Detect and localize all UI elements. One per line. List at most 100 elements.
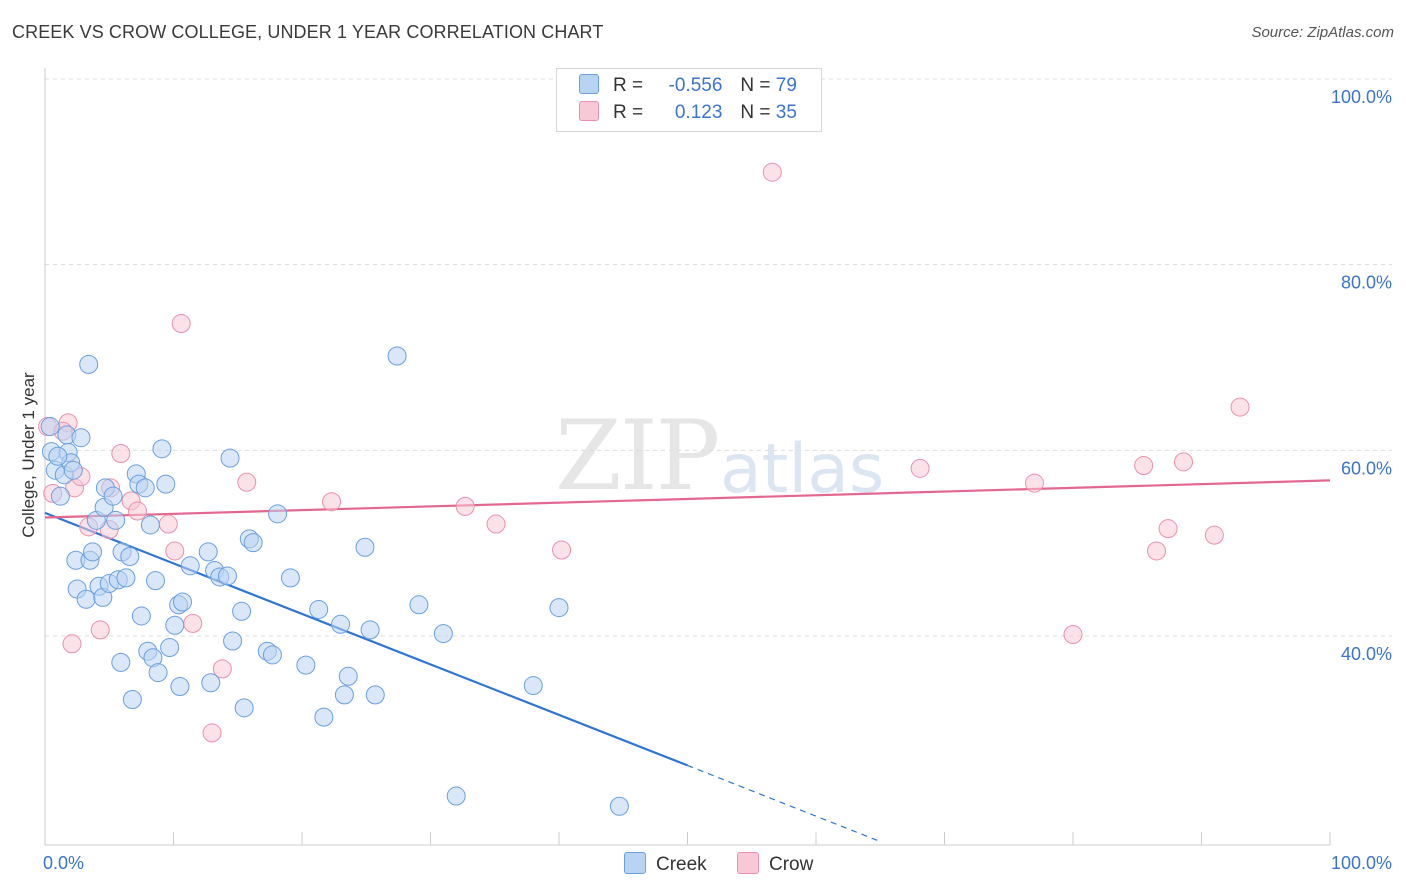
y-tick-label: 100.0%: [1331, 87, 1392, 107]
creek-point: [160, 638, 180, 658]
y-tick-label: 80.0%: [1341, 273, 1392, 293]
creek-point: [122, 689, 142, 709]
crow-point: [552, 540, 572, 560]
creek-point: [48, 446, 68, 466]
crow-point: [1024, 473, 1044, 493]
watermark-zip: ZIP: [555, 400, 720, 512]
crow-point: [202, 723, 222, 743]
creek-point: [232, 601, 252, 621]
crow-point: [111, 443, 131, 463]
trend-lines: [44, 479, 1331, 843]
creek-point: [262, 645, 282, 665]
source-label: Source: ZipAtlas.com: [1251, 24, 1394, 41]
creek-point: [198, 542, 218, 562]
crow-point: [1174, 452, 1194, 472]
x-tick-label: 100.0%: [1331, 853, 1392, 873]
crow-point: [762, 162, 782, 182]
creek-point: [106, 510, 126, 530]
creek-point: [334, 685, 354, 705]
creek-point: [140, 515, 160, 535]
creek-point: [409, 595, 429, 615]
creek-point: [156, 474, 176, 494]
creek-r-value: -0.556: [668, 75, 723, 96]
creek-point: [40, 417, 60, 437]
crow-trend-line: [44, 479, 1331, 519]
crow-point: [322, 492, 342, 512]
legend-row-crow: R = 0.123 N = 35: [579, 101, 797, 127]
creek-point: [280, 568, 300, 588]
crow-points: [38, 162, 1250, 743]
bottom-legend-creek: Creek: [624, 852, 707, 876]
creek-point: [223, 631, 243, 651]
creek-point: [609, 796, 629, 816]
legend-n-label: N =: [740, 75, 771, 96]
crow-point: [171, 314, 191, 334]
creek-point: [243, 533, 263, 553]
crow-point: [212, 659, 232, 679]
crow-point: [128, 501, 148, 521]
creek-point: [120, 547, 140, 567]
crow-point: [455, 496, 475, 516]
y-tick-label: 40.0%: [1341, 644, 1392, 664]
creek-point: [523, 676, 543, 696]
crow-point: [1147, 541, 1167, 561]
creek-swatch: [579, 74, 599, 94]
creek-point: [549, 598, 569, 618]
creek-point: [309, 599, 329, 619]
grid-lines: [45, 78, 1392, 637]
crow-legend-label: Crow: [769, 854, 814, 875]
crow-n-value: 35: [775, 102, 797, 123]
legend-r-label: R =: [613, 102, 644, 123]
crow-r-value: 0.123: [674, 102, 723, 123]
legend-r-label: R =: [613, 75, 644, 96]
crow-point: [183, 613, 203, 633]
creek-point: [152, 439, 172, 459]
chart-title: CREEK VS CROW COLLEGE, UNDER 1 YEAR CORR…: [12, 22, 604, 42]
crow-point: [165, 541, 185, 561]
creek-point: [148, 663, 168, 683]
creek-point: [135, 478, 155, 498]
creek-point: [338, 666, 358, 686]
crow-point: [1158, 519, 1178, 539]
creek-point: [146, 571, 166, 591]
crow-point: [237, 472, 257, 492]
x-tick-label: 0.0%: [43, 853, 84, 873]
creek-point: [50, 486, 70, 506]
legend-box: R = -0.556 N = 79 R = 0.123 N = 35: [556, 68, 822, 132]
creek-point: [360, 620, 380, 640]
creek-point: [180, 556, 200, 576]
creek-point: [433, 624, 453, 644]
creek-point: [172, 592, 192, 612]
creek-point: [387, 346, 407, 366]
creek-point: [71, 428, 91, 448]
creek-point: [201, 673, 221, 693]
creek-point: [79, 354, 99, 374]
tick-labels: 40.0% 60.0% 80.0% 100.0% 0.0% 100.0%: [43, 87, 1392, 873]
creek-point: [170, 676, 190, 696]
creek-trend-line: [44, 511, 688, 767]
creek-legend-swatch: [624, 852, 646, 874]
legend-n-label: N =: [740, 102, 771, 123]
creek-point: [365, 685, 385, 705]
crow-point: [486, 514, 506, 534]
crow-point: [1204, 525, 1224, 545]
crow-point: [62, 634, 82, 654]
creek-point: [220, 448, 240, 468]
creek-point: [83, 542, 103, 562]
creek-point: [63, 460, 83, 480]
crow-legend-swatch: [737, 852, 759, 874]
creek-trend-extension: [687, 764, 881, 843]
creek-point: [446, 786, 466, 806]
creek-point: [314, 707, 334, 727]
creek-point: [217, 566, 237, 586]
creek-point: [268, 504, 288, 524]
creek-point: [116, 568, 136, 588]
creek-point: [165, 615, 185, 635]
crow-point: [910, 458, 930, 478]
creek-point: [296, 655, 316, 675]
creek-points: [40, 346, 629, 816]
crow-point: [1063, 625, 1083, 645]
crow-point: [1134, 456, 1154, 476]
creek-point: [355, 537, 375, 557]
